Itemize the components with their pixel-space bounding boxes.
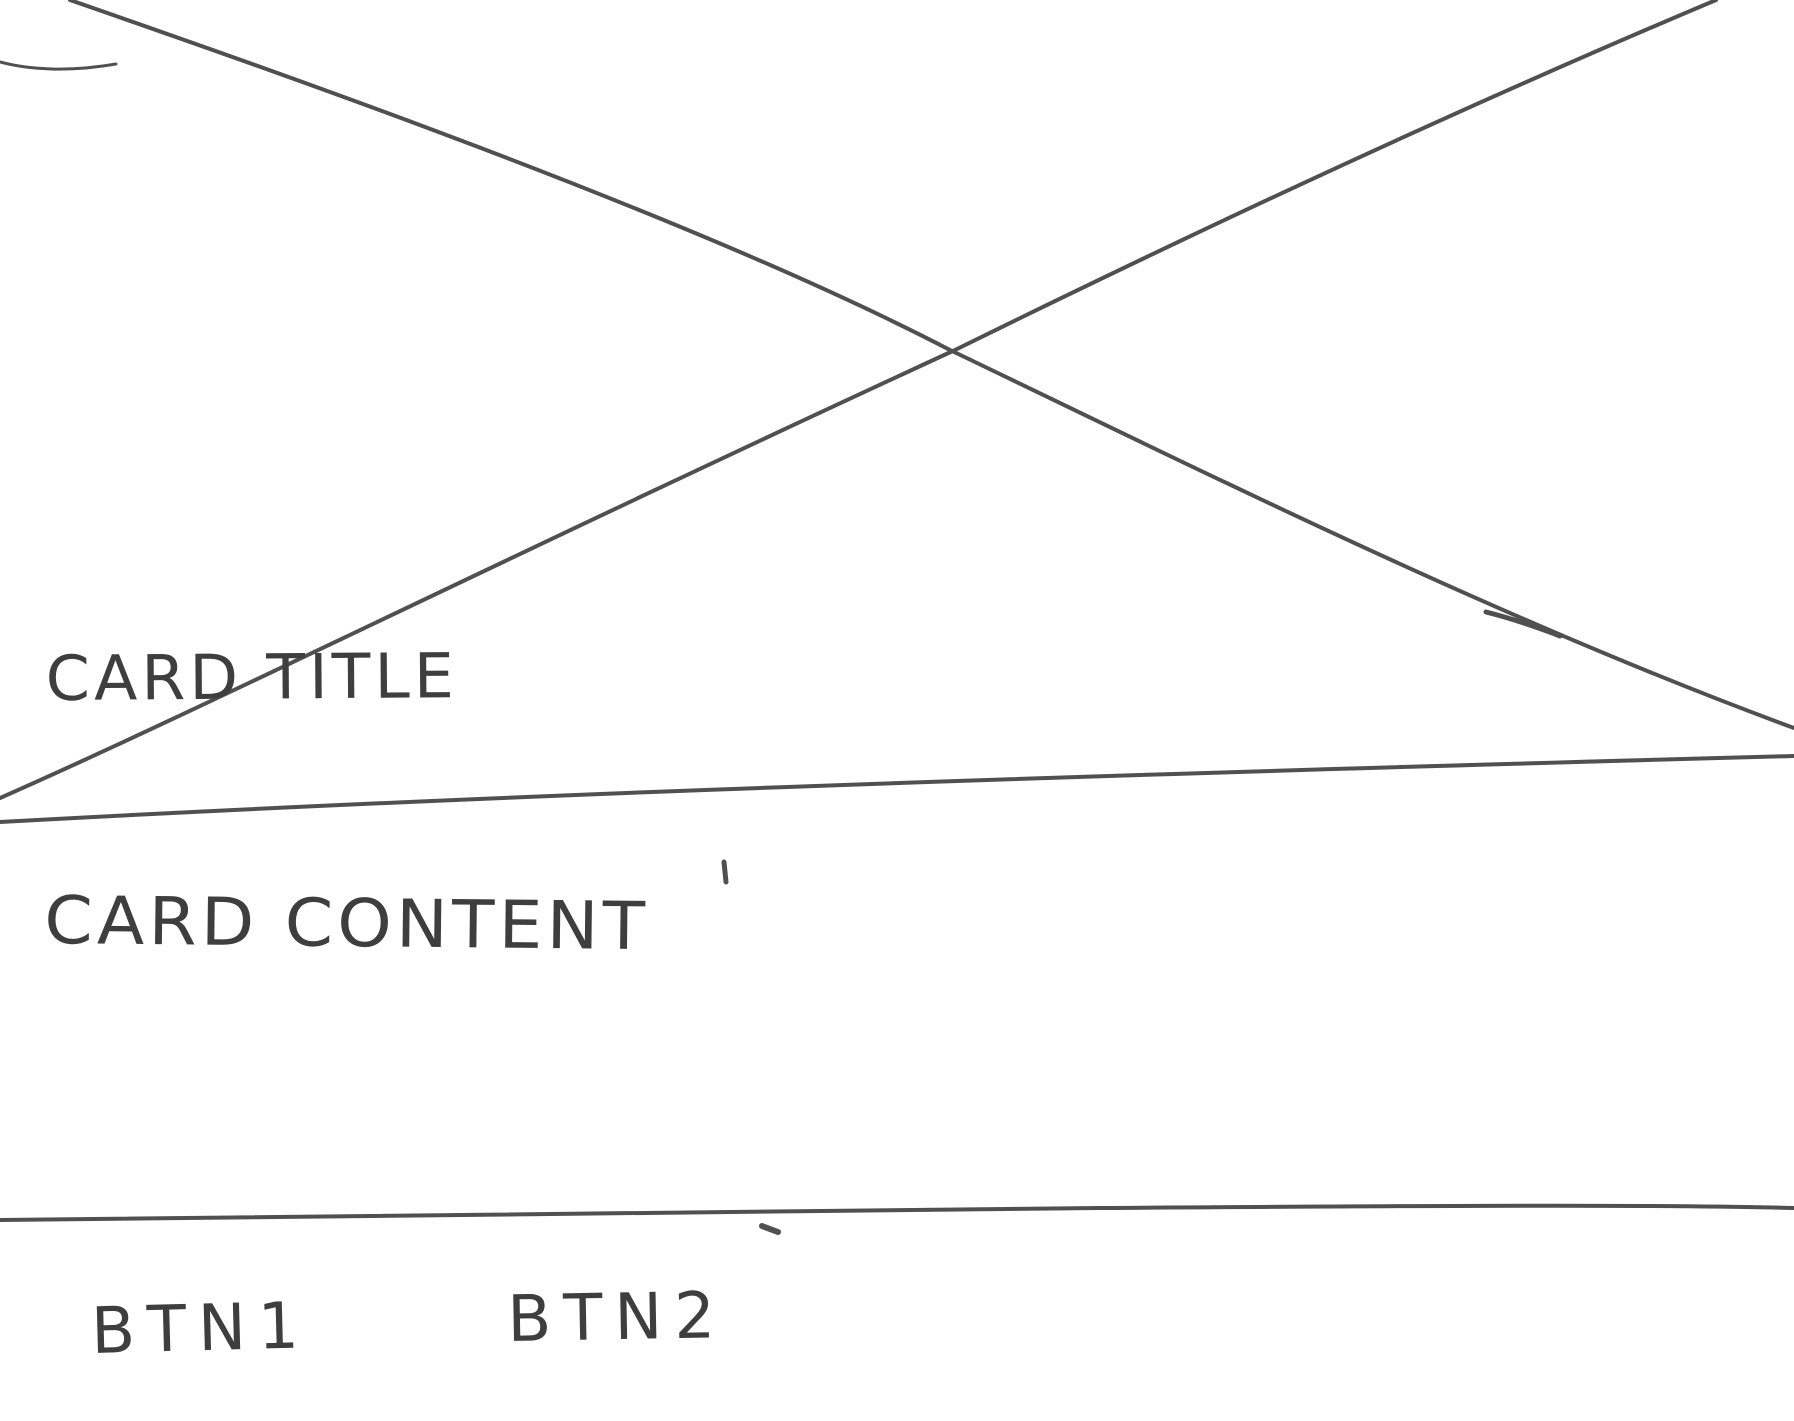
image-placeholder <box>0 0 1794 800</box>
stray-mark-right <box>1483 609 1563 639</box>
btn1-button[interactable]: BTN1 <box>90 1289 312 1369</box>
placeholder-cross-line-up <box>0 0 1718 800</box>
stray-tick-content <box>721 859 729 885</box>
btn2-button[interactable]: BTN2 <box>506 1279 728 1357</box>
divider-media <box>0 754 1794 824</box>
stray-mark-top-left <box>0 60 118 71</box>
divider-actions <box>0 1203 1794 1222</box>
stray-dot-actions <box>759 1223 781 1235</box>
card-content: CARD CONTENT <box>43 882 650 966</box>
placeholder-cross-line-down <box>68 0 1794 730</box>
card-title: CARD TITLE <box>45 639 459 715</box>
